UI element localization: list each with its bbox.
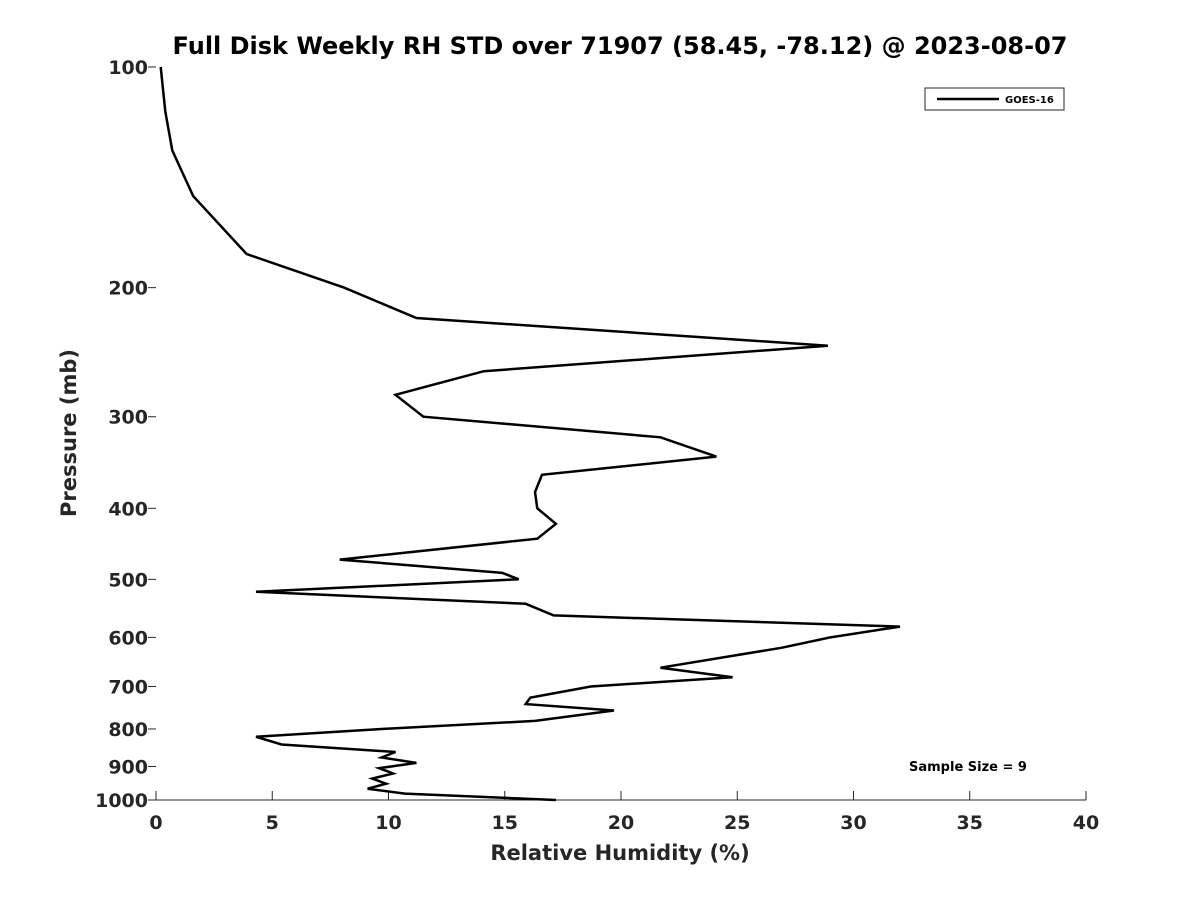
legend-label-goes-16: GOES-16 [1005,95,1054,106]
y-tick-label: 900 [108,756,148,778]
series-line-goes-16 [159,66,901,802]
chart-title: Full Disk Weekly RH STD over 71907 (58.4… [173,32,1068,60]
y-tick-label: 1000 [95,790,148,812]
y-tick-label: 400 [108,498,148,520]
x-tick-label: 20 [608,812,634,834]
sample-size-annotation: Sample Size = 9 [909,760,1027,775]
x-tick-label: 15 [492,812,518,834]
y-tick-label: 200 [108,278,148,300]
x-tick-label: 0 [149,812,162,834]
y-tick-label: 800 [108,719,148,741]
legend: GOES-16 [924,87,1065,111]
y-tick-label: 100 [108,57,148,79]
y-axis: 100 200 300 400 500 600 700 800 900 1000 [95,57,156,812]
y-axis-label: Pressure (mb) [57,349,81,517]
y-tick-label: 500 [108,569,148,591]
x-tick-label: 35 [957,812,983,834]
x-tick-label: 10 [375,812,401,834]
x-axis-label: Relative Humidity (%) [490,841,749,865]
x-tick-label: 5 [266,812,279,834]
y-tick-label: 600 [108,627,148,649]
x-tick-label: 30 [840,812,866,834]
y-tick-label: 700 [108,676,148,698]
x-tick-label: 25 [724,812,750,834]
y-tick-label: 300 [108,407,148,429]
x-axis: 0 5 10 15 20 25 30 35 40 [149,791,1099,834]
x-tick-label: 40 [1073,812,1099,834]
